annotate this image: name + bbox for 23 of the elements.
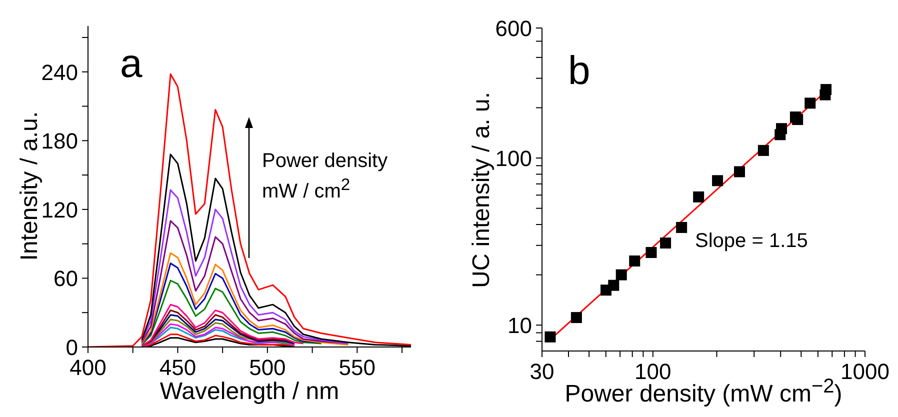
y-tick-label: 120 [41,197,78,222]
y-tick-label: 240 [41,60,78,85]
y-tick-label: 100 [495,146,532,172]
y-tick-label: 180 [41,128,78,154]
x-tick-label: 30 [530,359,554,384]
x-tick-label: 450 [159,355,196,380]
x-axis-title: Wavelength / nm [160,378,340,406]
y-tick-label: 600 [495,16,532,41]
annotation: Power density mW / cm$^{2}$ [262,149,389,205]
x-tick-label: 500 [249,355,286,380]
line-series [141,252,349,346]
x-tick-label: 550 [338,355,376,380]
line-series [141,334,296,347]
annotation: b [568,48,590,95]
line-series [141,280,322,346]
annotation: a [120,41,142,88]
y-tick-label: 10 [508,313,532,338]
x-tick-label: 1000 [840,359,890,384]
annotation: Slope = 1.15 [695,229,808,254]
line-series [141,304,304,347]
y-axis-title: Intensity / a.u. [16,111,43,261]
y-tick-label: 60 [54,266,78,292]
y-axis-title: UC intensity / a. u. [468,92,496,288]
